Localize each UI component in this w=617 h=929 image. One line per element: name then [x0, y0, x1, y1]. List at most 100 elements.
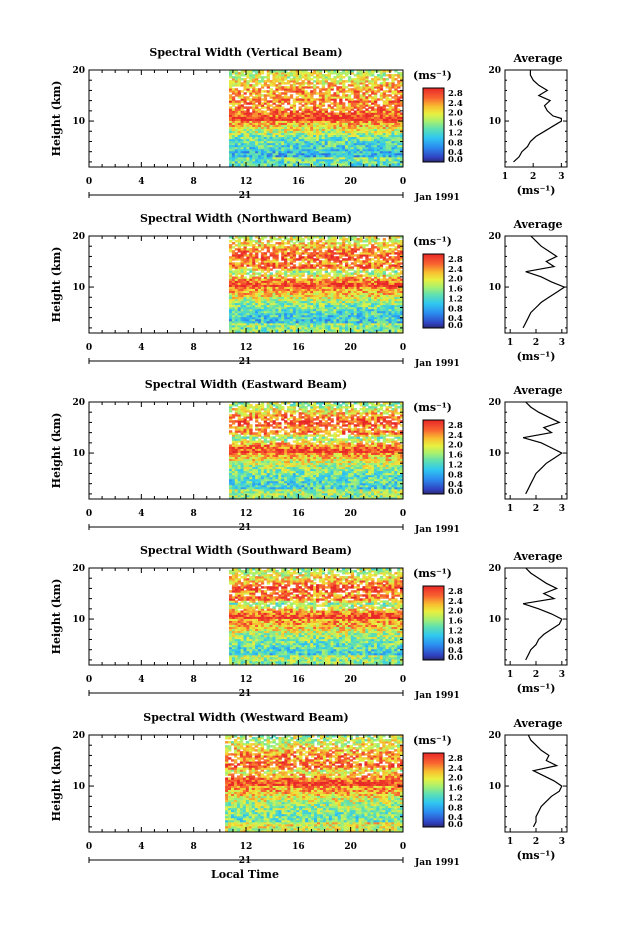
- heatmap-cell: [333, 98, 337, 101]
- heatmap-cell: [342, 136, 346, 140]
- heatmap-cell: [246, 160, 250, 164]
- heatmap-cell: [228, 154, 233, 158]
- heatmap-cell: [304, 134, 308, 138]
- heatmap-cell: [298, 76, 302, 79]
- heatmap-cell: [345, 258, 349, 261]
- heatmap-cell: [350, 292, 355, 295]
- heatmap-cell: [318, 160, 323, 164]
- heatmap-cell: [316, 134, 320, 138]
- heatmap-cell: [318, 164, 323, 168]
- heatmap-cell: [379, 268, 384, 271]
- heatmap-cell: [304, 160, 308, 164]
- heatmap-cell: [316, 86, 320, 89]
- heatmap-cell: [266, 256, 270, 259]
- heatmap-cell: [400, 100, 404, 103]
- heatmap-cell: [228, 146, 233, 150]
- heatmap-cell: [304, 82, 308, 85]
- heatmap-cell: [374, 160, 378, 164]
- heatmap-cell: [365, 304, 369, 308]
- heatmap-cell: [284, 128, 288, 132]
- heatmap-cell: [252, 254, 256, 257]
- heatmap-cell: [257, 288, 262, 291]
- heatmap-cell: [353, 118, 357, 121]
- heatmap-cell: [298, 88, 302, 91]
- heatmap-cell: [240, 258, 244, 261]
- heatmap-cell: [252, 300, 256, 304]
- heatmap-cell: [353, 82, 357, 85]
- heatmap-cell: [365, 150, 369, 154]
- heatmap-cell: [400, 288, 404, 291]
- heatmap-cell: [292, 148, 297, 152]
- heatmap-cell: [362, 110, 366, 113]
- heatmap-cell: [243, 146, 247, 150]
- heatmap-cell: [400, 76, 404, 79]
- heatmap-cell: [278, 304, 282, 308]
- heatmap-cell: [301, 80, 305, 83]
- heatmap-cell: [234, 94, 239, 97]
- heatmap-cell: [278, 158, 282, 162]
- heatmap-cell: [336, 270, 340, 273]
- heatmap-cell: [350, 108, 355, 111]
- heatmap-cell: [316, 142, 320, 146]
- heatmap-cell: [316, 294, 320, 298]
- panel-1: Spectral Width (Vertical Beam)1020Height…: [50, 46, 568, 203]
- heatmap-cell: [356, 142, 360, 146]
- heatmap-cell: [400, 102, 404, 105]
- heatmap-cell: [318, 132, 323, 136]
- heatmap-cell: [243, 308, 247, 312]
- heatmap-cell: [342, 298, 346, 302]
- heatmap-cell: [307, 328, 311, 332]
- heatmap-cell: [394, 312, 398, 316]
- heatmap-cell: [356, 258, 360, 261]
- heatmap-cell: [374, 146, 378, 150]
- heatmap-cell: [345, 302, 349, 306]
- heatmap-cell: [289, 86, 294, 89]
- heatmap-cell: [382, 134, 386, 138]
- heatmap-cell: [234, 158, 239, 162]
- heatmap-cell: [400, 254, 404, 257]
- heatmap-cell: [379, 128, 384, 132]
- heatmap-cell: [330, 326, 334, 330]
- heatmap-cell: [243, 328, 247, 332]
- heatmap-cell: [295, 324, 299, 328]
- heatmap-cell: [318, 280, 323, 283]
- heatmap-cell: [347, 110, 352, 113]
- heatmap-cell: [356, 136, 360, 140]
- heatmap-cell: [385, 158, 389, 162]
- heatmap-cell: [318, 108, 323, 111]
- heatmap-cell: [397, 158, 401, 162]
- heatmap-cell: [240, 140, 244, 144]
- heatmap-cell: [255, 250, 259, 253]
- heatmap-cell: [330, 278, 334, 281]
- heatmap-cell: [292, 156, 297, 160]
- heatmap-cell: [237, 92, 241, 95]
- heatmap-cell: [249, 312, 253, 316]
- heatmap-cell: [350, 104, 355, 107]
- heatmap-cell: [281, 294, 285, 298]
- heatmap-cell: [240, 270, 244, 273]
- heatmap-cell: [321, 160, 326, 164]
- heatmap-cell: [301, 150, 305, 154]
- heatmap-cell: [278, 144, 282, 148]
- heatmap-cell: [313, 110, 317, 113]
- heatmap-cell: [397, 112, 401, 115]
- heatmap-cell: [365, 310, 369, 314]
- heatmap-cell: [263, 112, 268, 115]
- heatmap-cell: [379, 86, 384, 89]
- heatmap-cell: [228, 116, 233, 119]
- heatmap-cell: [376, 306, 381, 310]
- heatmap-cell: [295, 290, 299, 293]
- heatmap-cell: [255, 282, 259, 285]
- heatmap-cell: [365, 86, 369, 89]
- heatmap-cell: [345, 316, 349, 320]
- heatmap-cell: [324, 282, 328, 285]
- heatmap-cell: [289, 314, 294, 318]
- heatmap-cell: [356, 148, 360, 152]
- heatmap-cell: [237, 264, 241, 267]
- heatmap-cell: [234, 76, 239, 79]
- heatmap-cell: [342, 72, 346, 75]
- heatmap-cell: [391, 278, 395, 281]
- heatmap-cell: [286, 164, 291, 168]
- heatmap-cell: [379, 122, 384, 125]
- heatmap-cell: [382, 152, 386, 156]
